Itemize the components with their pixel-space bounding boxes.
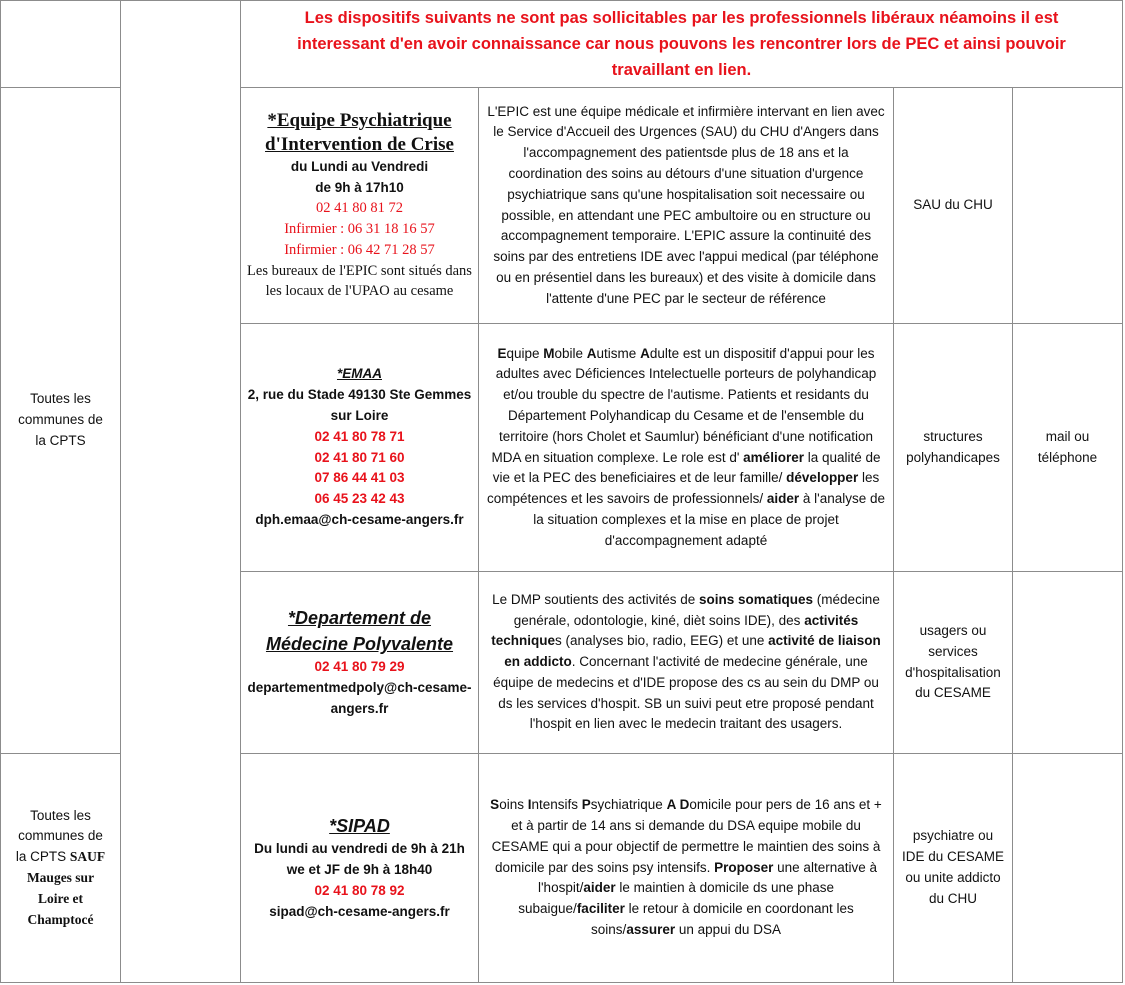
banner: Les dispositifs suivants ne sont pas sol… (240, 0, 1123, 88)
orientation: SAU du CHU (913, 197, 993, 213)
name-line: de 9h à 17h10 (315, 179, 404, 195)
orientation: usagers ou services d'hospitalisation du… (905, 622, 1001, 701)
bold-run: SAUF Mauges sur Loire et Champtocé (26, 849, 106, 927)
orientation: psychiatre ou IDE du CESAME ou unite add… (901, 828, 1005, 906)
name-line: Du lundi au vendredi de 9h à 21h we et J… (254, 841, 465, 878)
text-run: oins (499, 797, 528, 813)
bold-run: activité de liaison en addicto (504, 633, 881, 670)
name-line: *Departement de Médecine Polyvalente (265, 608, 454, 655)
bold-run: développer (786, 470, 859, 486)
text-run: utisme (596, 345, 641, 361)
text-run: sychiatrique (590, 797, 667, 813)
text-run: le retour à domicile en coordonant les s… (591, 901, 854, 937)
name-cell: *EMAA 2, rue du Stade 49130 Ste Gemmes su… (240, 323, 479, 572)
name-line: 02 41 80 71 60 (314, 449, 405, 465)
text-run: une alternative à l'hospit/ (537, 859, 877, 896)
zone-cell: Toutes les communes de la CPTS SAUF Maug… (0, 753, 121, 983)
text-run: s (analyses bio, radio, EEG) et une (555, 633, 769, 649)
name-line: 02 41 80 78 92 (314, 883, 405, 898)
contact: mail ou téléphone (1037, 428, 1098, 465)
contact-cell (1012, 571, 1123, 754)
text-run: à l'analyse de la situation complexes et… (533, 491, 886, 548)
text-run: Toutes les communes de la CPTS (18, 391, 103, 448)
text-run: les compétences et les savoirs de profes… (486, 470, 880, 507)
name-cell: *Departement de Médecine Polyvalente 02 4… (240, 571, 479, 754)
text-run: L'EPIC est une équipe médicale et infirm… (487, 103, 885, 306)
orientation: structures polyhandicapes (906, 428, 1000, 465)
name-line: 02 41 80 78 71 (314, 428, 405, 444)
bold-run: soins somatiques (699, 591, 814, 607)
orientation-cell: SAU du CHU (893, 87, 1013, 324)
description-cell: Le DMP soutients des activités de soins … (478, 571, 894, 754)
name-line: dph.emaa@ch-cesame-angers.fr (255, 511, 464, 527)
name-line: Les bureaux de l'EPIC sont situés dans l… (247, 262, 472, 300)
text-run: dulte est un dispositif d'appui pour les… (491, 345, 877, 465)
description-cell: L'EPIC est une équipe médicale et infirm… (478, 87, 894, 324)
orientation-cell: psychiatre ou IDE du CESAME ou unite add… (893, 753, 1013, 983)
rich-text: Toutes les communes de la CPTS SAUF Maug… (13, 806, 108, 931)
text-run: ntensifs (531, 797, 582, 813)
name-line: Infirmier : 06 42 71 28 57 (284, 241, 435, 258)
description-cell: Soins Intensifs Psychiatrique A Domicile… (478, 753, 894, 983)
bold-run: faciliter (576, 901, 625, 917)
bold-run: aider (583, 880, 616, 896)
name-line: 02 41 80 79 29 (314, 659, 405, 675)
text-run: . Concernant l'activité de medecine géné… (493, 654, 879, 732)
text-run: la qualité de vie et la PEC des benefici… (492, 449, 881, 486)
name-line: 02 41 80 81 72 (316, 200, 403, 217)
bold-run: Proposer (714, 859, 774, 875)
bold-run: A (586, 345, 597, 361)
zone-cell: Toutes les communes de la CPTS (0, 87, 121, 754)
text-run: Toutes les communes de la CPTS (15, 807, 103, 865)
name-line: sipad@ch-cesame-angers.fr (269, 903, 450, 919)
name-line: 07 86 44 41 03 (314, 470, 405, 486)
name-cell: *SIPAD Du lundi au vendredi de 9h à 21h w… (240, 753, 479, 983)
text-run: (médecine genérale, odontologie, kiné, d… (513, 591, 880, 628)
contact-cell: mail ou téléphone (1012, 323, 1123, 572)
contact-cell (1012, 87, 1123, 324)
orientation-cell: structures polyhandicapes (893, 323, 1013, 572)
description-cell: Equipe Mobile Autisme Adulte est un disp… (478, 323, 894, 572)
bold-run: M (543, 345, 555, 361)
contact-cell (1012, 753, 1123, 983)
text-run: obile (554, 345, 587, 361)
empty-cell (0, 0, 121, 88)
bold-run: P (581, 797, 591, 813)
text-run: omicile pour pers de 16 ans et + et à pa… (491, 797, 882, 875)
bold-run: activités technique (491, 612, 859, 649)
orientation-cell: usagers ou services d'hospitalisation du… (893, 571, 1013, 754)
text-run: Le DMP soutients des activités de (492, 591, 699, 607)
text-run: un appui du DSA (675, 921, 781, 937)
text-run: quipe (506, 345, 544, 361)
name-line: *EMAA (336, 366, 382, 382)
bold-run: S (490, 797, 500, 813)
rich-text: Toutes les communes de la CPTS (13, 389, 108, 451)
bold-run: I (527, 797, 532, 813)
bold-run: aider (766, 491, 800, 507)
name-line: 06 45 23 42 43 (314, 491, 405, 507)
empty-column (120, 0, 241, 983)
bold-run: E (497, 345, 507, 361)
bold-run: assurer (626, 921, 676, 937)
name-line: departementmedpoly@ch-cesame-angers.fr (247, 680, 472, 716)
rich-text: L'EPIC est une équipe médicale et infirm… (485, 102, 887, 310)
rich-text: Equipe Mobile Autisme Adulte est un disp… (485, 344, 887, 552)
text-run: le maintien à domicile ds une phase suba… (518, 880, 835, 917)
bold-run: A D (666, 797, 690, 813)
rich-text: Soins Intensifs Psychiatrique A Domicile… (485, 795, 887, 941)
bold-run: améliorer (743, 449, 804, 465)
rich-text: Le DMP soutients des activités de soins … (485, 590, 887, 736)
bold-run: A (640, 345, 650, 361)
name-line: du Lundi au Vendredi (290, 158, 429, 174)
name-line: 2, rue du Stade 49130 Ste Gemmes sur Loi… (247, 387, 472, 423)
name-line: *Equipe Psychiatrique d'Intervention de … (265, 109, 454, 155)
name-line: Infirmier : 06 31 18 16 57 (284, 221, 435, 238)
name-line: *SIPAD (329, 816, 390, 837)
name-cell: *Equipe Psychiatrique d'Intervention de … (240, 87, 479, 324)
